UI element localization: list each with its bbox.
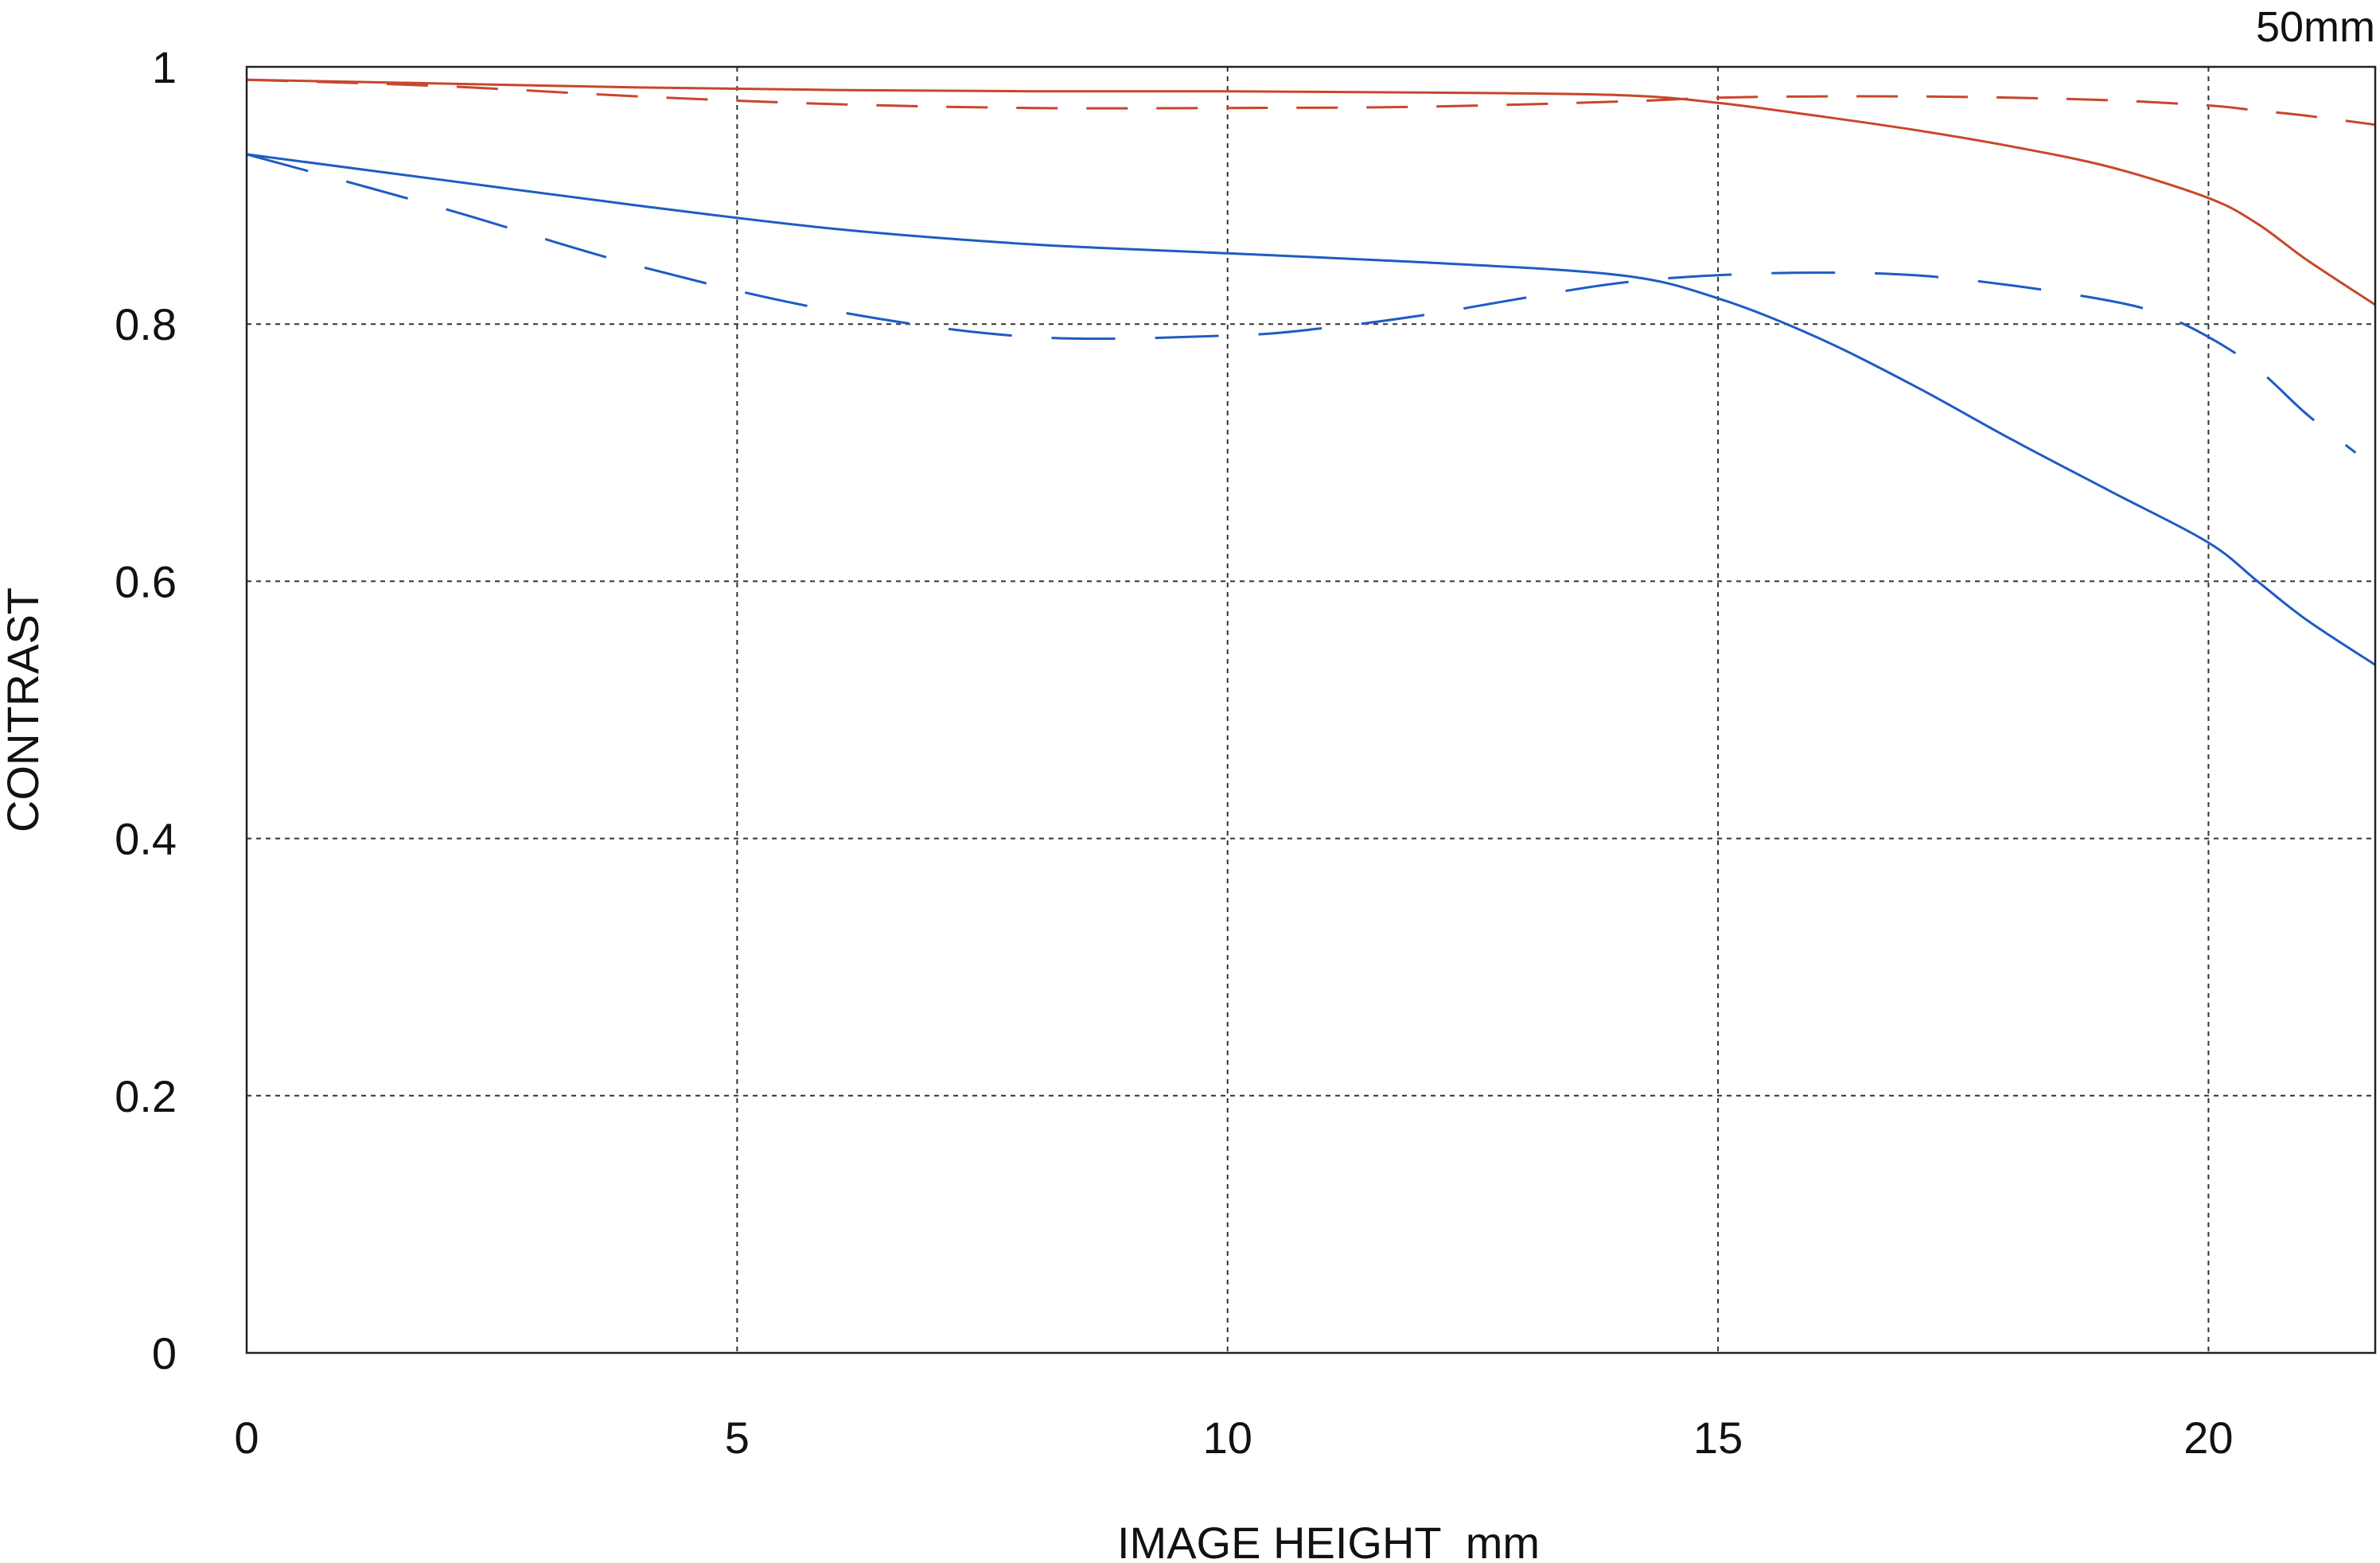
series-lines: [246, 78, 2376, 666]
x-axis-title: IMAGE HEIGHT mm: [1117, 1518, 1540, 1563]
focal-length-label: 50mm: [2256, 3, 2375, 51]
y-tick-labels: 0 0.2 0.4 0.6 0.8 1: [115, 42, 177, 1378]
x-tick-labels: 0 5 10 15 20: [234, 1413, 2233, 1463]
series-line-3: [246, 153, 2376, 666]
y-tick-label: 0: [152, 1328, 177, 1378]
x-tick-label: 15: [1693, 1413, 1743, 1463]
y-tick-label: 1: [152, 42, 177, 92]
y-tick-label: 0.2: [115, 1071, 177, 1121]
y-tick-label: 0.8: [115, 299, 177, 349]
series-line-1: [246, 78, 2376, 306]
y-axis-title: CONTRAST: [0, 587, 48, 832]
x-tick-label: 0: [234, 1413, 259, 1463]
x-tick-label: 5: [725, 1413, 750, 1463]
x-tick-label: 20: [2183, 1413, 2233, 1463]
y-tick-label: 0.4: [115, 814, 177, 864]
x-tick-label: 10: [1203, 1413, 1252, 1463]
y-tick-label: 0.6: [115, 556, 177, 606]
plot-frame: [245, 65, 2377, 1354]
grid-lines: [247, 67, 2375, 1353]
series-line-2: [246, 78, 2376, 127]
series-line-4: [246, 153, 2357, 454]
